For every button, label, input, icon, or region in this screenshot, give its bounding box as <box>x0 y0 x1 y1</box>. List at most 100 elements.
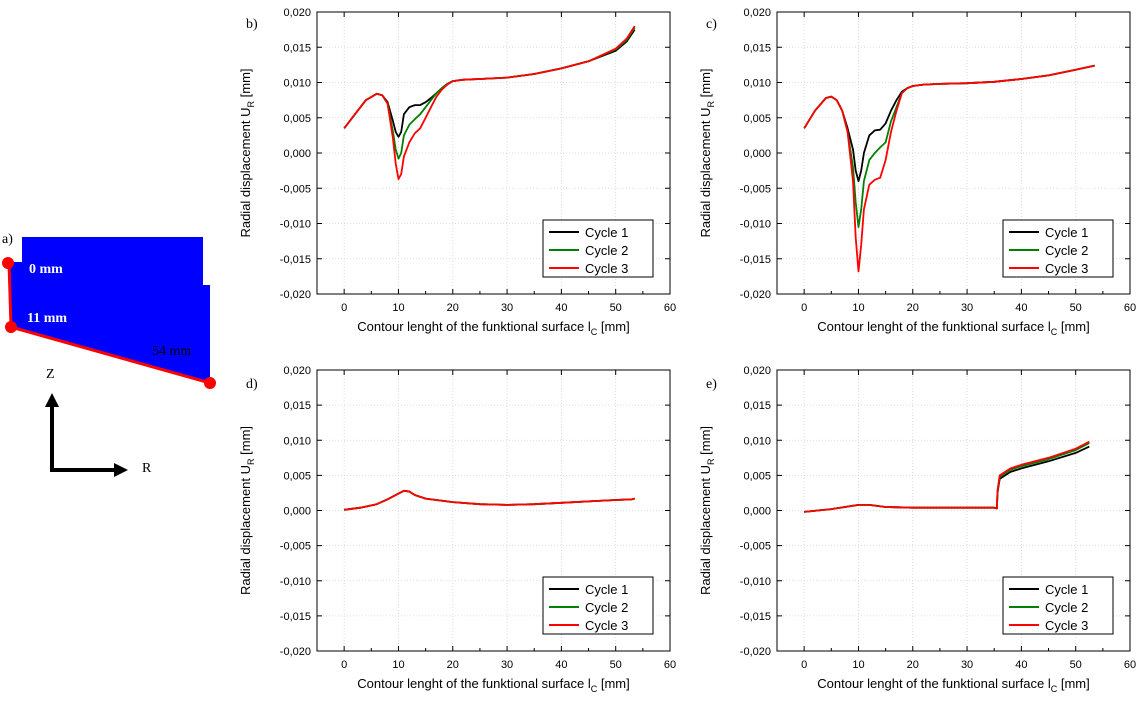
legend-label: Cycle 1 <box>1045 225 1088 240</box>
x-tick-label: 0 <box>801 659 807 671</box>
panel-label: c) <box>706 17 717 32</box>
x-tick-label: 60 <box>664 659 676 671</box>
y-tick-label: -0,010 <box>280 576 311 588</box>
legend: Cycle 1 Cycle 2 Cycle 3 <box>542 576 654 635</box>
legend-label: Cycle 1 <box>585 582 628 597</box>
series-line-3 <box>803 64 1095 273</box>
panel-label: d) <box>246 377 258 392</box>
y-tick-label: 0,020 <box>283 365 311 377</box>
legend-label: Cycle 1 <box>585 225 628 240</box>
x-axis-label: Contour lenght of the funktional surface… <box>817 676 1089 694</box>
chart-b: b) 0 10 20 30 40 50 60 -0,020 -0,015 -0,010 -0,005 0… <box>238 7 676 337</box>
legend-label: Cycle 2 <box>1045 600 1088 615</box>
series-line-3 <box>804 440 1090 513</box>
series-line-1 <box>343 29 636 138</box>
x-tick-label: 40 <box>555 659 567 671</box>
x-axis-label: Contour lenght of the funktional surface… <box>357 676 629 694</box>
y-tick-label: 0,015 <box>283 400 311 412</box>
series-line-3 <box>343 25 636 181</box>
x-tick-label: 60 <box>1124 302 1136 314</box>
y-tick-label: 0,010 <box>283 78 311 90</box>
y-axis-label: Radial displacement UR [mm] <box>698 68 716 237</box>
legend-label: Cycle 3 <box>1045 618 1088 633</box>
y-tick-label: -0,005 <box>280 541 311 553</box>
schematic: a) 0 mm 11 mm 54 mm Z R <box>2 232 216 477</box>
y-axis-label: Radial displacement UR [mm] <box>238 426 256 595</box>
y-tick-label: -0,020 <box>740 289 771 301</box>
x-tick-label: 10 <box>392 302 404 314</box>
point-11mm <box>5 321 17 333</box>
y-tick-label: -0,015 <box>280 254 311 266</box>
y-tick-label: 0,015 <box>743 400 771 412</box>
series-line-2 <box>803 64 1095 228</box>
y-tick-label: 0,000 <box>743 148 771 160</box>
y-tick-label: 0,000 <box>743 506 771 518</box>
y-tick-label: -0,010 <box>740 576 771 588</box>
x-tick-label: 50 <box>1070 659 1082 671</box>
y-tick-label: 0,015 <box>283 42 311 54</box>
x-tick-label: 30 <box>501 302 513 314</box>
y-tick-label: 0,005 <box>743 113 771 125</box>
x-tick-label: 10 <box>852 302 864 314</box>
axis-r-label: R <box>142 461 152 476</box>
series-line-1 <box>804 445 1090 513</box>
label-54mm: 54 mm <box>152 344 191 359</box>
x-tick-label: 50 <box>1070 302 1082 314</box>
contour-left-edge <box>7 262 13 328</box>
x-tick-label: 30 <box>961 302 973 314</box>
y-tick-label: 0,015 <box>743 42 771 54</box>
panel-label: b) <box>246 17 258 32</box>
y-tick-label: -0,005 <box>740 541 771 553</box>
y-tick-label: 0,010 <box>283 435 311 447</box>
y-tick-label: 0,005 <box>283 113 311 125</box>
chart-c: c) 0 10 20 30 40 50 60 -0,020 -0,015 -0,010 -0,005 0… <box>698 7 1136 337</box>
axis-z-label: Z <box>46 367 55 382</box>
component-body <box>10 237 210 383</box>
y-tick-label: 0,005 <box>743 470 771 482</box>
x-tick-label: 60 <box>1124 659 1136 671</box>
y-tick-label: -0,005 <box>280 183 311 195</box>
legend-label: Cycle 3 <box>585 618 628 633</box>
y-tick-label: -0,020 <box>740 646 771 658</box>
chart-e: e) 0 10 20 30 40 50 60 -0,020 -0,015 -0,010 -0,005 0… <box>698 365 1136 694</box>
y-tick-label: 0,010 <box>743 435 771 447</box>
y-tick-label: -0,010 <box>740 219 771 231</box>
y-tick-label: -0,010 <box>280 219 311 231</box>
y-tick-label: -0,020 <box>280 289 311 301</box>
chart-d: d) 0 10 20 30 40 50 60 -0,020 -0,015 -0,010 -0,005 0… <box>238 365 676 694</box>
y-tick-label: -0,015 <box>280 611 311 623</box>
axis-r-arrowhead <box>114 463 128 477</box>
x-axis-label: Contour lenght of the funktional surface… <box>357 319 629 337</box>
y-tick-label: -0,015 <box>740 254 771 266</box>
point-54mm <box>204 377 216 389</box>
label-11mm: 11 mm <box>27 311 67 326</box>
axis-z-arrowhead <box>45 393 59 407</box>
x-tick-label: 0 <box>801 302 807 314</box>
contour-bottom-edge <box>10 325 211 385</box>
series-line-2 <box>343 27 636 160</box>
legend-label: Cycle 3 <box>585 261 628 276</box>
y-tick-label: 0,005 <box>283 470 311 482</box>
charts: b) 0 10 20 30 40 50 60 -0,020 -0,015 -0,010 -0,005 0… <box>238 7 1136 694</box>
y-tick-label: -0,015 <box>740 611 771 623</box>
x-tick-label: 40 <box>555 302 567 314</box>
legend: Cycle 1 Cycle 2 Cycle 3 <box>1002 219 1114 278</box>
y-axis-label: Radial displacement UR [mm] <box>698 426 716 595</box>
x-tick-label: 50 <box>610 302 622 314</box>
y-tick-label: -0,005 <box>740 183 771 195</box>
y-tick-label: 0,000 <box>283 148 311 160</box>
legend-label: Cycle 2 <box>585 600 628 615</box>
x-tick-label: 20 <box>907 302 919 314</box>
point-0mm <box>2 257 14 269</box>
x-tick-label: 30 <box>961 659 973 671</box>
y-tick-label: -0,020 <box>280 646 311 658</box>
x-tick-label: 10 <box>392 659 404 671</box>
legend-label: Cycle 2 <box>1045 243 1088 258</box>
x-tick-label: 40 <box>1015 302 1027 314</box>
legend-label: Cycle 1 <box>1045 582 1088 597</box>
legend: Cycle 1 Cycle 2 Cycle 3 <box>542 219 654 278</box>
x-axis-label: Contour lenght of the funktional surface… <box>817 319 1089 337</box>
x-tick-label: 20 <box>907 659 919 671</box>
x-tick-label: 30 <box>501 659 513 671</box>
